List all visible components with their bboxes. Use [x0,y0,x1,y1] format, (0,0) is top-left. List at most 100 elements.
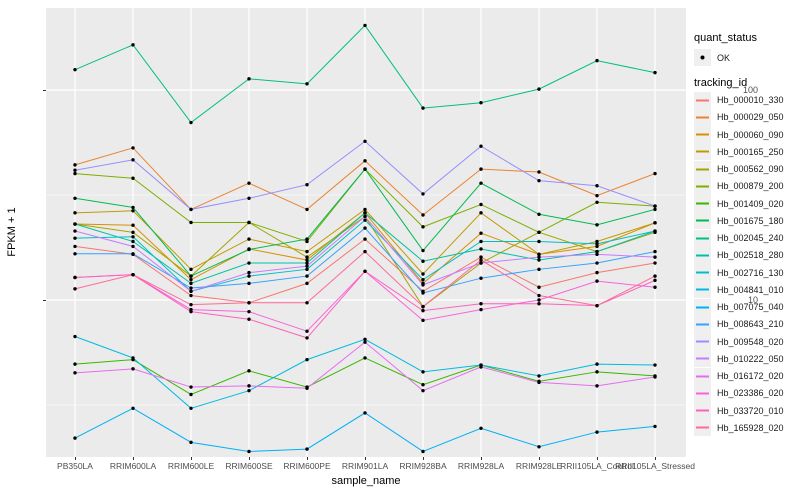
data-point [131,146,135,150]
chart-canvas [46,8,686,457]
y-tick-label: 100 [742,85,758,95]
data-point [305,82,309,86]
data-point [363,167,367,171]
legend-item-label: Hb_000165_250 [717,146,784,157]
data-point [595,184,599,188]
legend-item-label: Hb_000879_200 [717,181,784,192]
data-point [653,221,657,225]
data-point [421,304,425,309]
x-tick-label: RRIM928LA [457,461,505,471]
data-point [595,223,599,227]
line-key-icon [694,177,711,195]
data-point [421,388,425,393]
line-key-icon [694,160,711,178]
line-key-icon [694,367,711,385]
data-point [363,340,367,344]
line-key-icon [694,419,711,437]
data-point [189,267,193,272]
x-tick-label: RRIM928BA [399,461,447,471]
data-point [73,222,77,226]
data-point [653,274,657,278]
legend-item-label: Hb_001409_020 [717,198,784,209]
data-point [131,205,135,210]
data-point [305,258,309,262]
data-point [73,436,77,440]
data-point [73,287,77,291]
point-key-icon [694,49,711,66]
line-key-icon [694,212,711,230]
data-point [131,176,135,180]
data-point [305,255,309,259]
data-point [73,252,77,256]
data-point [479,144,483,148]
line-key-icon [694,384,711,402]
x-axis-title: sample_name [331,475,401,487]
x-tick-mark [597,457,598,460]
data-point [595,244,599,249]
x-tick-label: RRII105LA_Stressed [615,461,695,471]
data-point [73,371,77,375]
data-point [247,449,251,454]
legend-title-quant-status: quant_status [694,32,757,44]
legend-title-tracking-id: tracking_id [694,77,748,89]
data-point [363,249,367,254]
data-point [479,426,483,430]
data-point [131,367,135,371]
line-key-icon [694,298,711,316]
data-point [537,285,541,289]
data-point [479,307,483,312]
data-point [421,449,425,454]
data-point [421,308,425,313]
data-point [247,220,251,225]
data-point [189,274,193,278]
data-point [247,237,251,241]
x-tick-mark [423,457,424,460]
data-point [479,239,483,244]
data-point [363,356,367,360]
line-key-icon [694,264,711,281]
data-point [421,192,425,196]
data-point [305,239,309,244]
legend-item-label: Hb_002045_240 [717,233,784,243]
data-point [305,207,309,212]
legend-item-label: Hb_008643_210 [717,319,784,330]
data-point [421,383,425,387]
data-point [363,237,367,241]
x-tick-mark [249,457,250,460]
data-point [479,302,483,306]
x-tick-label: RRIM928LE [515,461,563,471]
data-point [653,229,657,233]
data-point [247,270,251,275]
legend-item-label: Hb_001675_180 [717,215,784,226]
data-point [131,235,135,239]
data-point [595,370,599,374]
data-point [189,120,193,125]
data-point [595,303,599,308]
legend-item-label: Hb_016172_020 [717,371,784,381]
data-point [421,106,425,110]
data-point [247,181,251,185]
data-point [189,309,193,314]
data-point [73,163,77,167]
data-point [73,244,77,249]
data-point [73,275,77,280]
data-point [73,334,77,339]
data-point [363,23,367,28]
data-point [305,281,309,286]
data-point [305,336,309,340]
data-point [537,178,541,183]
data-point [479,231,483,235]
data-point [131,244,135,249]
data-point [189,385,193,389]
data-point [189,302,193,307]
y-axis-title: FPKM + 1 [6,207,18,257]
data-point [131,239,135,244]
legend-item-label: Hb_000029_050 [717,112,784,123]
legend-item-label: Hb_000060_090 [717,129,784,140]
legend-item-label: Hb_002518_280 [717,250,784,261]
data-point [247,196,251,200]
data-point [73,168,77,172]
data-point [131,406,135,410]
line-key-icon [694,143,711,161]
data-point [363,337,367,341]
